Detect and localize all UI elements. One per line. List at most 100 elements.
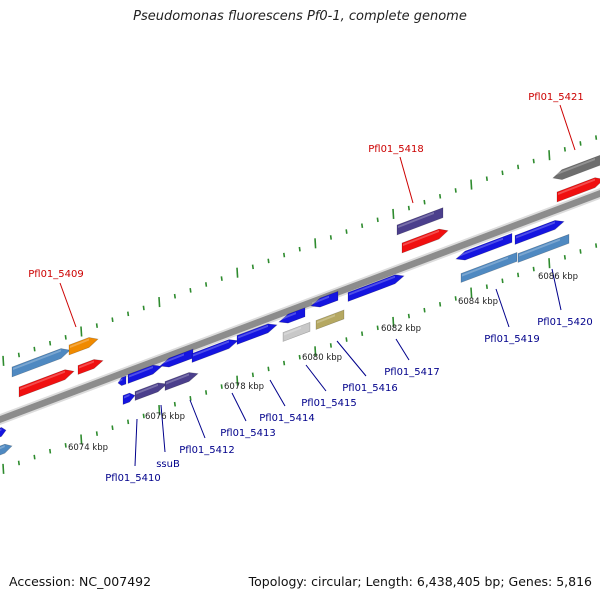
tick-mark [95, 431, 98, 436]
map-title: Pseudomonas fluorescens Pf0-1, complete … [133, 9, 467, 24]
tick-mark [111, 317, 114, 323]
tick-mark [454, 188, 457, 193]
gene-arrow [460, 251, 518, 283]
gene-label: Pfl01_5413 [220, 428, 276, 439]
gene-arrow [552, 154, 600, 180]
gene-arrow [310, 290, 339, 308]
scale-label: 6084 kbp [458, 297, 498, 307]
tick-mark [173, 293, 176, 299]
gene-highlight [70, 338, 89, 348]
leader-line [189, 399, 206, 439]
scale-label: 6076 kbp [145, 412, 185, 422]
tick-mark [236, 375, 239, 386]
tick-mark [345, 337, 348, 342]
tick-mark [220, 384, 223, 389]
gene-highlight [0, 445, 5, 450]
tick-mark [532, 266, 535, 272]
gene-highlight [349, 275, 395, 296]
leader-line [134, 418, 138, 467]
tick-mark [423, 307, 426, 313]
leader-line [305, 364, 327, 392]
gene-arrow [455, 232, 513, 261]
gene-highlight [119, 378, 123, 382]
tick-mark [376, 217, 379, 223]
tick-mark [501, 170, 504, 176]
tick-mark [563, 147, 566, 152]
tick-mark [439, 302, 442, 307]
leader-line [336, 340, 367, 377]
gene-label: Pfl01_5414 [259, 413, 315, 424]
gene-highlight [193, 340, 229, 357]
tick-mark [392, 316, 395, 328]
tick-mark [64, 335, 67, 340]
gene-arrow [278, 307, 306, 324]
gene-highlight [166, 373, 189, 385]
gene-label: Pfl01_5421 [528, 92, 584, 103]
tick-mark [189, 288, 192, 293]
gene-highlight [312, 295, 329, 305]
gene-label: Pfl01_5419 [484, 334, 540, 345]
gene-arrow [117, 375, 127, 386]
tick-mark [392, 208, 395, 220]
tick-marks-upper [2, 135, 598, 366]
tick-mark [2, 355, 5, 366]
gene-label: Pfl01_5417 [384, 367, 440, 378]
tick-mark [64, 443, 67, 448]
leader-line [495, 288, 510, 328]
leader-line [395, 338, 410, 361]
scale-label: 6080 kbp [302, 353, 342, 363]
tick-mark [485, 284, 488, 290]
tick-mark [267, 366, 270, 372]
tick-mark [329, 343, 332, 348]
tick-mark [329, 235, 332, 240]
tick-mark [314, 238, 317, 249]
gene-arrow [517, 233, 570, 263]
gene-arrow [122, 392, 136, 405]
gene-highlight [317, 314, 335, 324]
scale-label: 6082 kbp [381, 324, 421, 334]
tick-mark [95, 323, 98, 328]
gene-arrow [347, 274, 405, 302]
tick-mark [517, 272, 520, 278]
gene-highlight [519, 238, 560, 257]
scale-label: 6074 kbp [68, 443, 108, 453]
tick-mark [80, 326, 83, 337]
tick-mark [111, 425, 114, 431]
gene-arrow [282, 321, 311, 342]
gene-arrow [191, 339, 239, 363]
tick-mark [189, 396, 192, 401]
gene-highlight [129, 366, 153, 378]
gene-label: Pfl01_5418 [368, 144, 424, 155]
gene-arrow [0, 427, 7, 438]
gene-highlight [516, 221, 555, 239]
tick-mark [501, 278, 504, 284]
gene-highlight [558, 178, 595, 195]
gene-labels: 6074 kbp 6076 kbp 6078 kbp 6080 kbp 6082 kbp… [28, 92, 593, 484]
tick-mark [595, 243, 598, 248]
tick-mark [407, 205, 410, 211]
tick-mark [158, 405, 161, 416]
tick-mark [423, 199, 426, 205]
tick-mark [298, 354, 301, 360]
tick-mark [33, 454, 36, 460]
leader-line [269, 379, 286, 407]
tick-mark [49, 448, 52, 454]
gene-highlight [238, 324, 268, 339]
gene-highlight [403, 230, 439, 246]
gene-highlight [13, 349, 61, 370]
gene-label: Pfl01_5409 [28, 269, 84, 280]
tick-mark [17, 460, 20, 466]
tick-mark [407, 313, 410, 319]
tick-mark [49, 340, 52, 346]
tick-mark [376, 325, 379, 331]
tick-mark [283, 252, 286, 258]
tick-mark [251, 264, 254, 270]
gene-highlight [20, 370, 65, 390]
gene-label: Pfl01_5420 [537, 317, 593, 328]
gene-arrow [77, 359, 104, 375]
tick-mark [517, 164, 520, 170]
tick-mark [267, 258, 270, 264]
tick-mark [80, 434, 83, 445]
tick-mark [127, 311, 130, 317]
